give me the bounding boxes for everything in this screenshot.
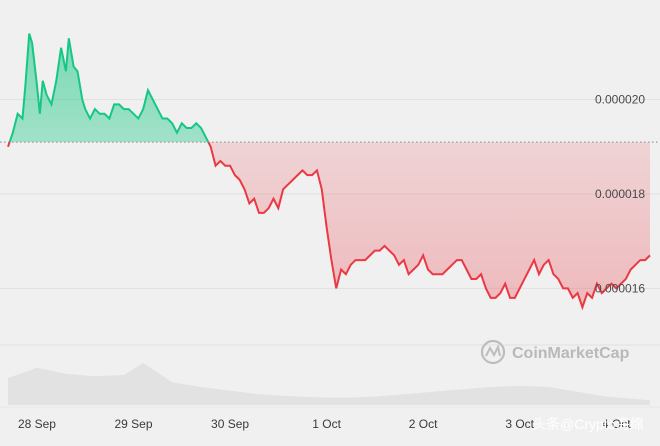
x-tick-label: 3 Oct bbox=[505, 417, 534, 431]
y-tick-label: 0.000020 bbox=[595, 93, 645, 107]
x-tick-label: 1 Oct bbox=[312, 417, 341, 431]
source-tag: 头条@Crypto海绵 bbox=[532, 416, 643, 432]
fill-below-baseline bbox=[8, 142, 650, 308]
y-tick-label: 0.000016 bbox=[595, 281, 645, 295]
watermark-text: CoinMarketCap bbox=[512, 345, 630, 362]
x-tick-label: 29 Sep bbox=[114, 417, 152, 431]
y-tick-label: 0.000018 bbox=[595, 187, 645, 201]
volume-shape bbox=[8, 363, 650, 405]
price-line bbox=[7, 33, 651, 311]
x-tick-label: 4 Oct bbox=[602, 417, 631, 431]
coinmarketcap-logo-icon bbox=[480, 339, 506, 365]
x-tick-label: 2 Oct bbox=[409, 417, 438, 431]
x-tick-label: 28 Sep bbox=[18, 417, 56, 431]
y-axis-labels: 0.000020 0.000018 0.000016 bbox=[595, 93, 645, 296]
x-tick-label: 30 Sep bbox=[211, 417, 249, 431]
line-below-baseline bbox=[7, 142, 651, 311]
coinmarketcap-watermark: CoinMarketCap bbox=[480, 339, 630, 365]
price-fill bbox=[8, 33, 650, 308]
volume-area bbox=[8, 363, 650, 405]
line-above-baseline bbox=[8, 33, 210, 143]
x-axis-labels: 28 Sep 29 Sep 30 Sep 1 Oct 2 Oct 3 Oct 4 Oct bbox=[18, 417, 631, 431]
